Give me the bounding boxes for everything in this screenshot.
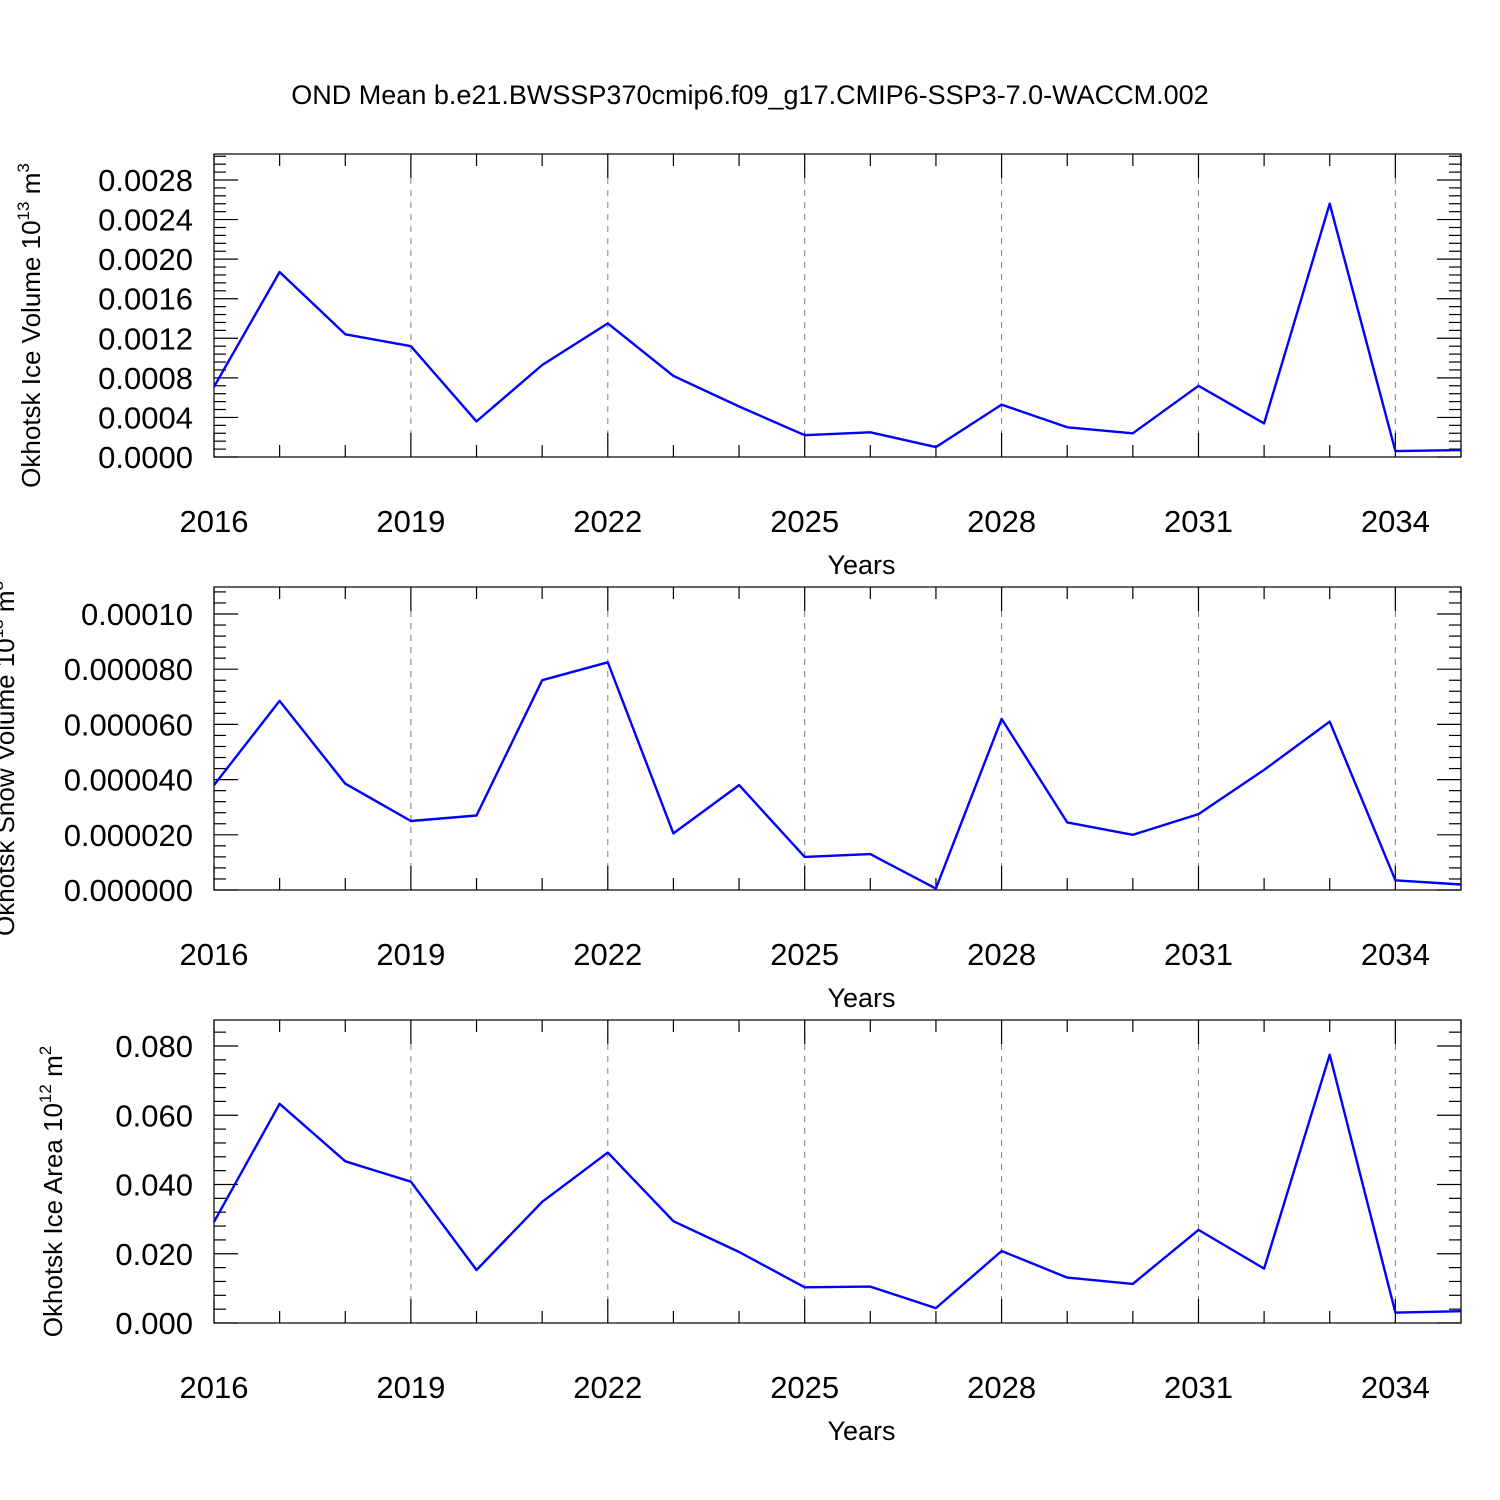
y-axis-label: Okhotsk Snow Volume 1013 m3 (0, 581, 20, 936)
y-tick-label: 0.0008 (98, 361, 193, 396)
x-tick-label: 2031 (1164, 1370, 1233, 1405)
y-tick-label: 0.0028 (98, 163, 193, 198)
y-tick-label: 0.000040 (64, 763, 193, 798)
y-tick-label: 0.0000 (98, 440, 193, 475)
y-axis-label: Okhotsk Ice Area 1012 m2 (36, 1046, 68, 1337)
panels: 2016 2019 2022 2025 2028 2031 2034 0.0000 0.0004… (0, 153, 1462, 1446)
x-tick-label: 2031 (1164, 937, 1233, 972)
x-tick-label: 2025 (770, 504, 839, 539)
y-tick-label: 0.000080 (64, 652, 193, 687)
y-axis-label-part: Okhotsk Ice Area 10 (38, 1103, 68, 1337)
x-tick-label: 2022 (573, 1370, 642, 1405)
y-tick-label: 0.0012 (98, 321, 193, 356)
y-tick-label: 0.080 (115, 1029, 193, 1064)
x-tick-label: 2019 (376, 1370, 445, 1405)
plot-frame (213, 586, 1462, 891)
x-tick-label: 2025 (770, 1370, 839, 1405)
x-tick-label: 2019 (376, 937, 445, 972)
y-tick-label: 0.040 (115, 1168, 193, 1203)
y-tick-label: 0.0024 (98, 203, 193, 238)
y-axis-label-part: 12 (36, 1084, 55, 1103)
series-line (213, 661, 1462, 890)
x-tick-label: 2025 (770, 937, 839, 972)
y-axis-label-part: m (16, 173, 46, 202)
y-tick-label: 0.0020 (98, 242, 193, 277)
x-tick-label: 2034 (1361, 504, 1430, 539)
x-tick-label: 2022 (573, 937, 642, 972)
panel-3: 2016 2019 2022 2025 2028 2031 2034 0.000 0.020 0.… (36, 1019, 1462, 1446)
x-tick-label: 2028 (967, 1370, 1036, 1405)
y-axis-label-part: Okhotsk Snow Volume 10 (0, 638, 20, 936)
y-axis-label-part: 13 (0, 619, 7, 638)
x-tick-label: 2028 (967, 504, 1036, 539)
y-axis-label-part: Okhotsk Ice Volume 10 (16, 220, 46, 487)
y-axis-label-part: 3 (14, 163, 33, 172)
panel-1: 2016 2019 2022 2025 2028 2031 2034 0.0000 0.0004… (14, 153, 1462, 580)
x-tick-label: 2028 (967, 937, 1036, 972)
y-axis-label-part: 3 (0, 581, 7, 590)
x-tick-label: 2034 (1361, 937, 1430, 972)
x-axis-label: Years (827, 550, 895, 580)
y-axis-label-part: 2 (36, 1046, 55, 1055)
figure-title: OND Mean b.e21.BWSSP370cmip6.f09_g17.CMI… (291, 80, 1208, 110)
x-axis-label: Years (827, 983, 895, 1013)
y-tick-label: 0.000000 (64, 873, 193, 908)
y-tick-label: 0.000020 (64, 818, 193, 853)
x-tick-label: 2031 (1164, 504, 1233, 539)
plot-frame (213, 1019, 1462, 1324)
y-axis-label-part: m (38, 1055, 68, 1084)
x-tick-label: 2016 (180, 937, 249, 972)
x-tick-label: 2022 (573, 504, 642, 539)
series-line (212, 1053, 1462, 1314)
y-tick-label: 0.0004 (98, 400, 193, 435)
y-axis-label-part: 13 (14, 202, 33, 221)
y-tick-label: 0.020 (115, 1237, 193, 1272)
y-axis-label: Okhotsk Ice Volume 1013 m3 (14, 163, 46, 488)
y-tick-label: 0.0016 (98, 282, 193, 317)
y-axis-label-part: m (0, 590, 20, 619)
series-line (212, 202, 1462, 453)
x-tick-label: 2034 (1361, 1370, 1430, 1405)
x-tick-label: 2019 (376, 504, 445, 539)
x-tick-label: 2016 (180, 1370, 249, 1405)
x-axis-label: Years (827, 1416, 895, 1446)
y-tick-label: 0.00010 (81, 597, 193, 632)
panel-2: 2016 2019 2022 2025 2028 2031 2034 0.000000 0.00… (0, 581, 1462, 1013)
y-tick-label: 0.060 (115, 1098, 193, 1133)
y-tick-label: 0.000060 (64, 707, 193, 742)
plot-frame (213, 153, 1462, 458)
x-tick-label: 2016 (180, 504, 249, 539)
y-tick-label: 0.000 (115, 1306, 193, 1341)
